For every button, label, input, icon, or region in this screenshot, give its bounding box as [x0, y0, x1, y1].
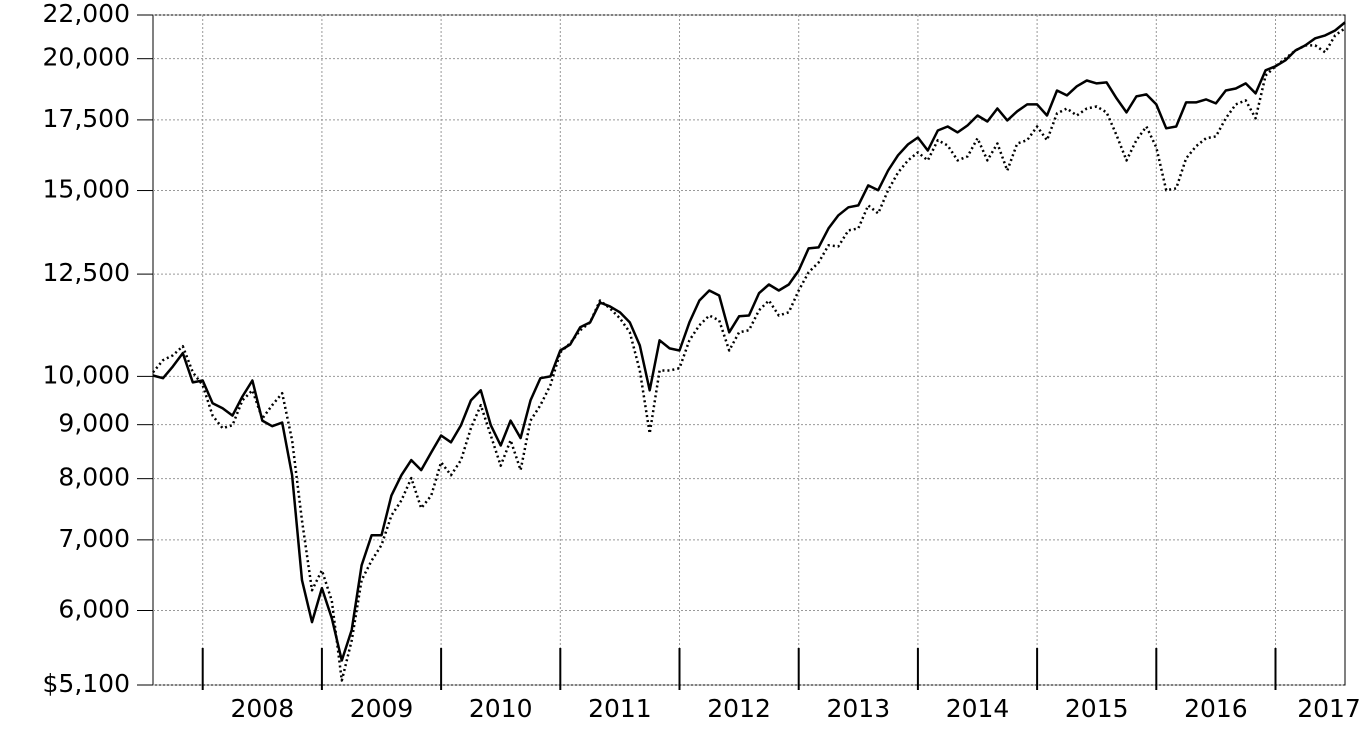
x-tick-label: 2014 — [946, 694, 1010, 723]
y-tick-label: 7,000 — [58, 524, 130, 553]
y-tick-label: 8,000 — [58, 463, 130, 492]
y-tick-label: 22,000 — [43, 0, 130, 28]
x-tick-label: 2013 — [826, 694, 890, 723]
x-tick-label: 2012 — [707, 694, 771, 723]
x-tick-label: 2015 — [1065, 694, 1129, 723]
series-line — [152, 21, 1346, 662]
x-tick-label: 2008 — [230, 694, 294, 723]
y-tick-label: 20,000 — [43, 43, 130, 72]
x-tick-label: 2009 — [350, 694, 414, 723]
x-tick-label: 2011 — [588, 694, 652, 723]
y-tick-label: 10,000 — [43, 360, 130, 389]
x-tick-label: 2010 — [469, 694, 533, 723]
y-tick-label: 15,000 — [43, 175, 130, 204]
y-tick-label: 9,000 — [58, 409, 130, 438]
y-tick-label: 17,500 — [43, 104, 130, 133]
y-tick-label: 6,000 — [58, 595, 130, 624]
y-tick-label: 12,500 — [43, 258, 130, 287]
plot-frame — [152, 14, 1346, 686]
y-tick-label: $5,100 — [43, 669, 130, 698]
x-tick-label: 2016 — [1184, 694, 1248, 723]
x-tick-label: 2017 — [1297, 694, 1361, 723]
series-line — [152, 27, 1346, 682]
